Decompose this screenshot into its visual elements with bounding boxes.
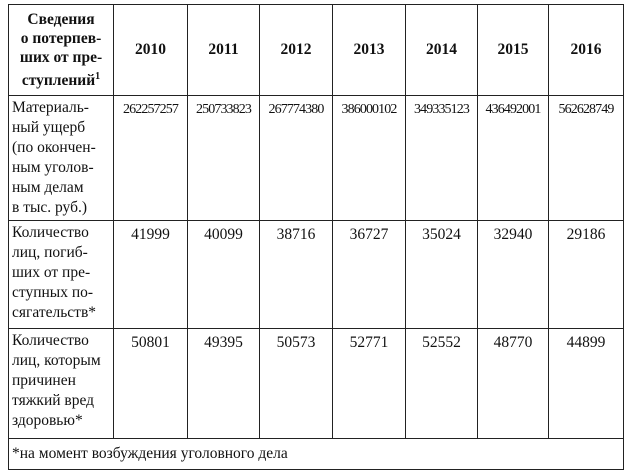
value-cell: 50801 [113, 328, 188, 439]
value-cell: 436492001 [477, 95, 549, 221]
value-cell: 36727 [332, 220, 406, 329]
value-cell: 38716 [259, 220, 333, 329]
value-cell: 32940 [477, 220, 549, 329]
label-line: ших от пре- [19, 48, 103, 66]
label-line: ступных по- [12, 284, 94, 301]
label-line: ным уголов- [12, 159, 94, 176]
table-body: Материаль-ный ущерб (по окончен-ным уголо… [8, 95, 624, 470]
data-row: Материаль-ный ущерб (по окончен-ным уголо… [8, 95, 624, 221]
data-row: Количество лиц, которым причинен тяжкий вре… [8, 328, 624, 439]
value-cell: 35024 [405, 220, 478, 329]
label-line: тяжкий вред [12, 392, 95, 409]
label-line: ный ущерб [12, 119, 86, 136]
year-header: 2013 [332, 4, 406, 96]
label-line: (по окончен- [12, 139, 96, 156]
label-line: лиц, погиб- [12, 244, 88, 261]
value-cell: 44899 [548, 328, 624, 439]
footnote-mark: 1 [95, 70, 101, 82]
year-header: 2016 [548, 4, 624, 96]
row-label: Количество лиц, которым причинен тяжкий вре… [8, 328, 114, 439]
label-line: ступлений [21, 72, 96, 90]
value-cell: 562628749 [548, 95, 624, 221]
value-cell: 40099 [187, 220, 260, 329]
label-line: ным делам [12, 179, 84, 196]
value-cell: 386000102 [332, 95, 406, 221]
value-cell: 52552 [405, 328, 478, 439]
label-line: сягательств* [12, 304, 97, 321]
label-line: Сведения [27, 10, 95, 28]
label-line: Количество [12, 332, 89, 349]
data-row: Количество лиц, погиб-ших от пре-ступных … [8, 220, 624, 329]
value-cell: 262257257 [113, 95, 188, 221]
label-line: здоровью* [12, 412, 83, 429]
value-cell: 50573 [259, 328, 333, 439]
value-cell: 29186 [548, 220, 624, 329]
year-header: 2012 [259, 4, 333, 96]
year-header: 2014 [405, 4, 478, 96]
row-label: Количество лиц, погиб-ших от пре-ступных … [8, 220, 114, 329]
value-cell: 250733823 [187, 95, 260, 221]
value-cell: 349335123 [405, 95, 478, 221]
value-cell: 267774380 [259, 95, 333, 221]
header-cell: Сведения о потерпев-ших от пре-ступлений1 [8, 4, 114, 96]
label-line: Материаль- [12, 99, 89, 116]
label-line: Количество [12, 224, 89, 241]
footnote: *на момент возбуждения уголовного дела [8, 438, 624, 470]
value-cell: 48770 [477, 328, 549, 439]
year-header: 2015 [477, 4, 549, 96]
label-line: ших от пре- [12, 264, 91, 281]
header-row: Сведения о потерпев-ших от пре-ступлений1… [8, 4, 624, 96]
year-header: 2011 [187, 4, 260, 96]
value-cell: 41999 [113, 220, 188, 329]
year-header: 2010 [113, 4, 188, 96]
label-line: о потерпев- [20, 29, 102, 47]
row-label: Материаль-ный ущерб (по окончен-ным уголо… [8, 95, 114, 221]
label-line: в тыс. руб.) [12, 199, 88, 216]
statistics-table: Сведения о потерпев-ших от пре-ступлений1… [8, 4, 624, 470]
label-line: причинен [12, 372, 76, 389]
value-cell: 52771 [332, 328, 406, 439]
value-cell: 49395 [187, 328, 260, 439]
label-line: лиц, которым [12, 352, 101, 369]
footnote-row: *на момент возбуждения уголовного дела [8, 438, 624, 470]
